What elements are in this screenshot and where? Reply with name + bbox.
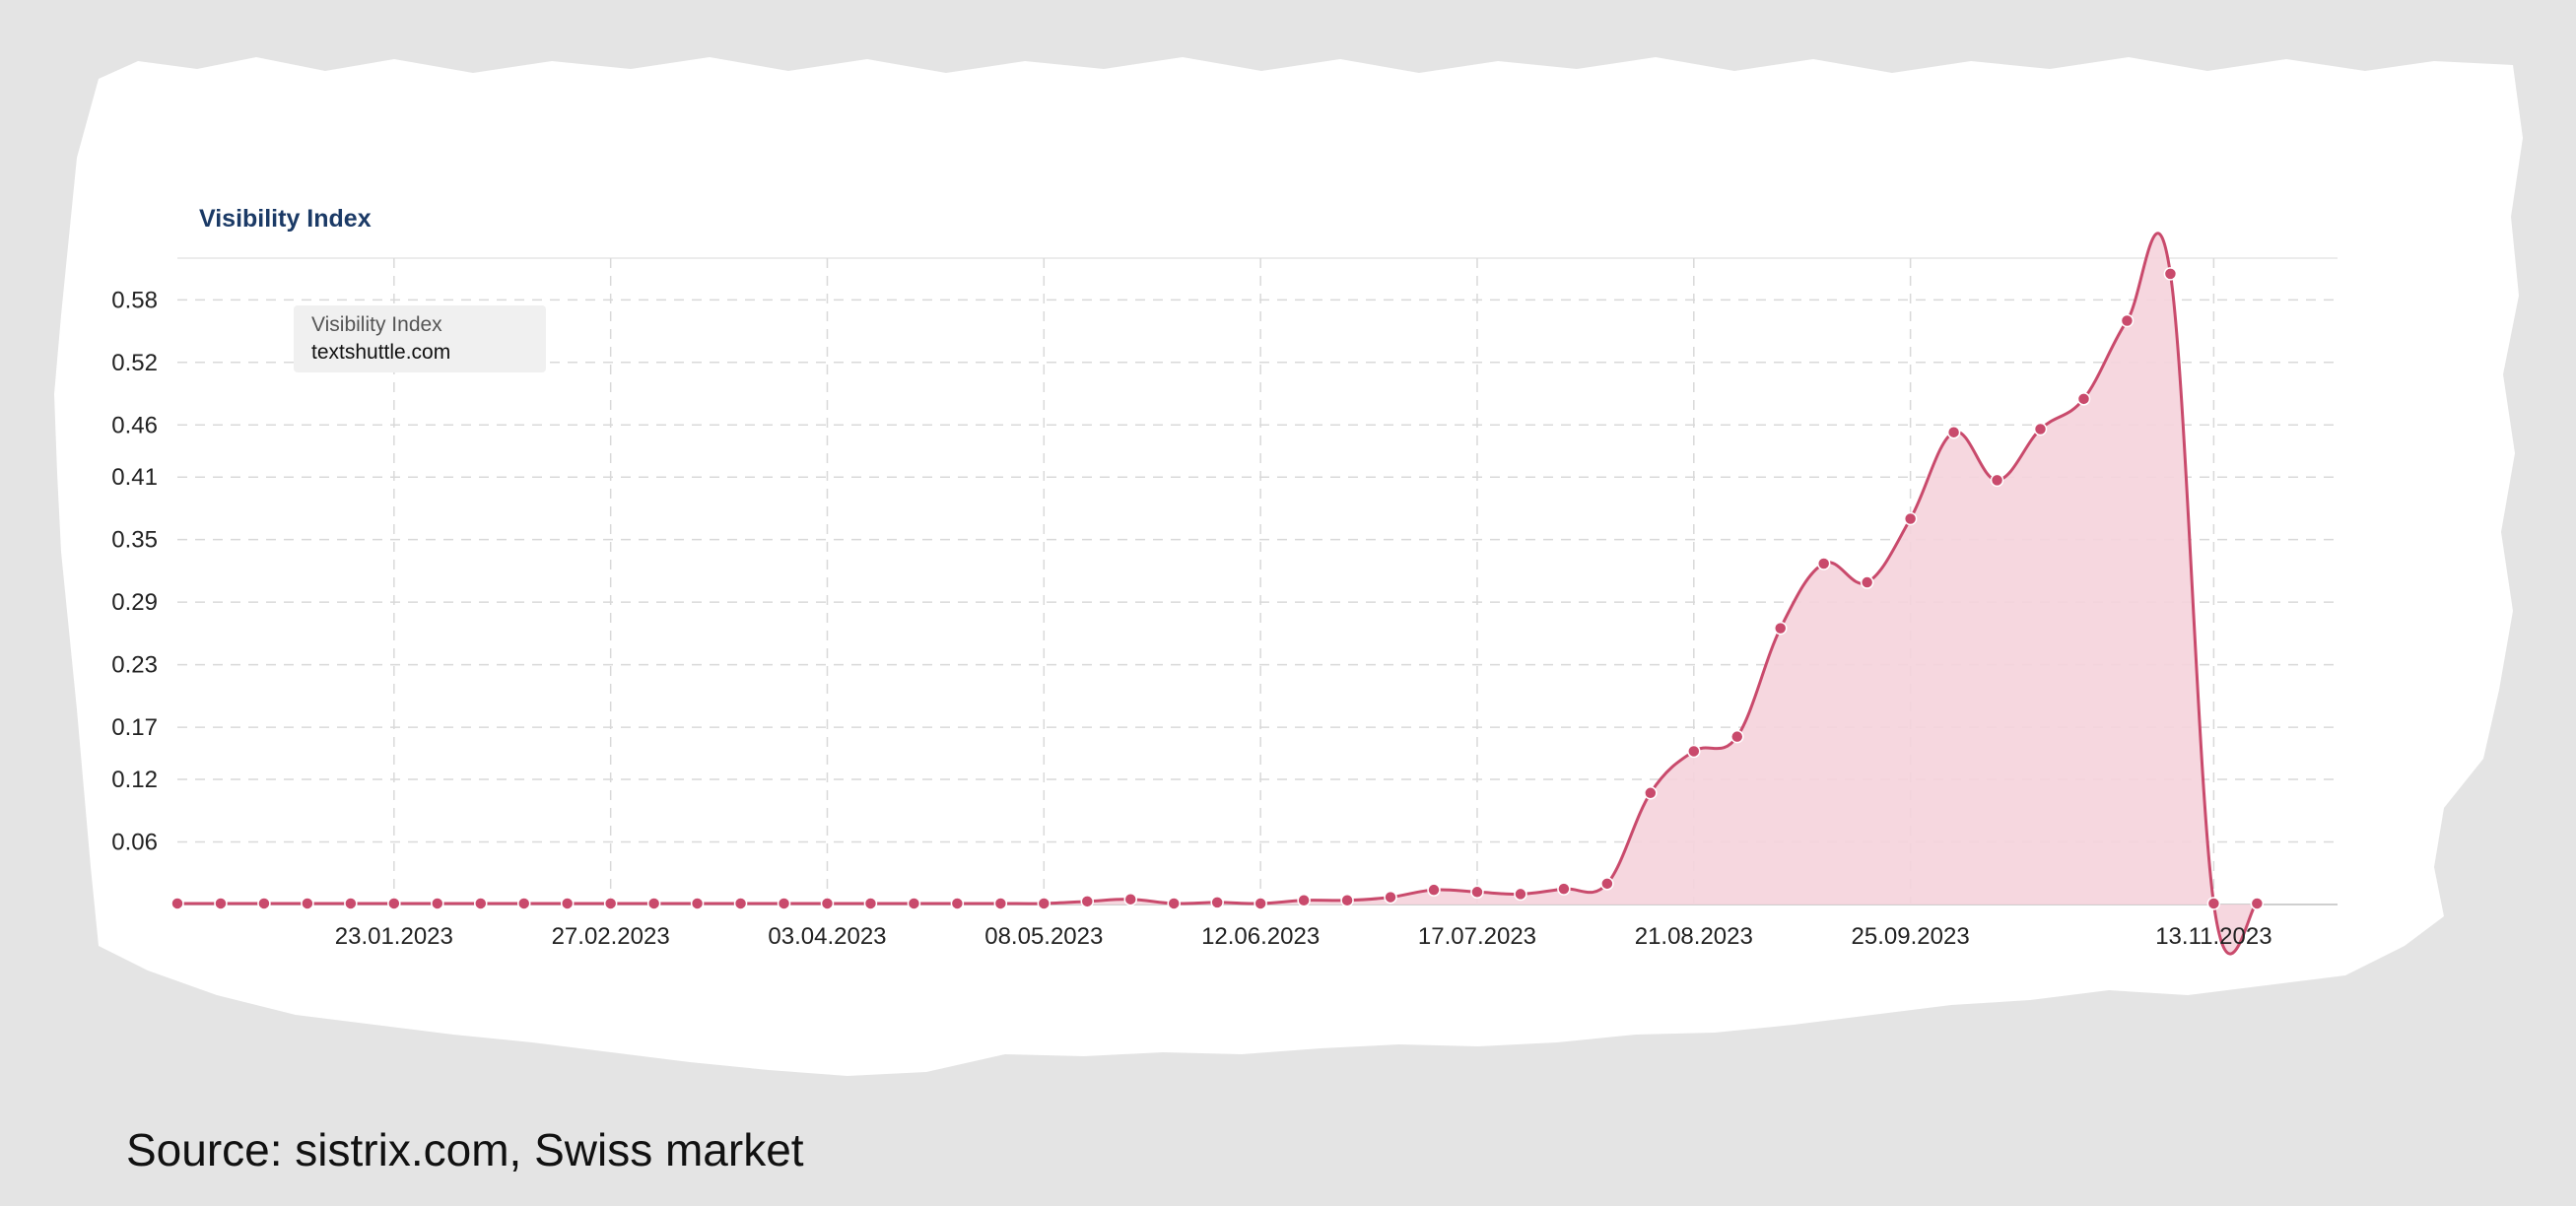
y-tick-label: 0.06	[111, 830, 158, 856]
data-point	[1470, 885, 1484, 900]
y-tick-label: 0.23	[111, 652, 158, 679]
y-axis-ticks: 0.06 0.12 0.17 0.23 0.29 0.35 0.41 0.46 0.52 0.58	[111, 287, 158, 855]
data-point	[1254, 897, 1267, 910]
data-point	[863, 897, 878, 910]
data-point	[1514, 887, 1527, 902]
legend-tooltip: Visibility Index textshuttle.com	[294, 305, 546, 372]
y-tick-label: 0.29	[111, 589, 158, 616]
data-point	[1946, 425, 1961, 439]
data-point	[1384, 890, 1397, 904]
data-point	[1123, 892, 1137, 906]
data-point	[733, 897, 748, 910]
data-point	[1687, 744, 1701, 759]
x-tick-label: 12.06.2023	[1201, 923, 1320, 950]
data-point	[170, 897, 184, 910]
data-point	[516, 897, 531, 910]
data-point	[950, 897, 965, 910]
data-point	[907, 897, 921, 910]
y-tick-label: 0.41	[111, 464, 158, 491]
x-tick-label: 13.11.2023	[2155, 923, 2271, 950]
source-note: Source: sistrix.com, Swiss market	[126, 1124, 804, 1175]
data-point	[646, 897, 661, 910]
data-point	[214, 897, 228, 910]
data-point	[1037, 897, 1051, 910]
x-tick-label: 25.09.2023	[1852, 923, 1970, 950]
x-tick-label: 27.02.2023	[552, 923, 670, 950]
legend-title: Visibility Index	[311, 313, 442, 336]
x-tick-label: 03.04.2023	[768, 923, 886, 950]
data-point	[1990, 473, 2004, 488]
data-point	[1427, 883, 1441, 897]
data-point	[301, 897, 314, 910]
data-point	[1557, 882, 1571, 896]
legend-series-name: textshuttle.com	[311, 341, 451, 364]
y-tick-label: 0.35	[111, 527, 158, 554]
x-tick-label: 08.05.2023	[984, 923, 1103, 950]
data-point	[690, 897, 705, 910]
x-tick-label: 23.01.2023	[335, 923, 453, 950]
data-point	[820, 897, 835, 910]
data-point	[431, 897, 444, 910]
data-point	[1600, 877, 1614, 891]
y-tick-label: 0.46	[111, 412, 158, 438]
data-point	[257, 897, 271, 910]
data-point	[2206, 897, 2221, 910]
data-point	[2163, 267, 2178, 281]
data-point	[2120, 313, 2135, 328]
y-tick-label: 0.12	[111, 767, 158, 793]
data-point	[1773, 621, 1788, 636]
data-point	[560, 897, 575, 910]
y-tick-label: 0.17	[111, 714, 158, 741]
x-tick-label: 21.08.2023	[1635, 923, 1753, 950]
series-area	[177, 233, 2258, 955]
data-point	[1903, 511, 1918, 526]
data-points	[170, 267, 2265, 910]
data-point	[603, 897, 618, 910]
data-point	[2033, 422, 2048, 436]
data-point	[1167, 897, 1181, 910]
data-point	[387, 897, 401, 910]
y-tick-label: 0.58	[111, 287, 158, 313]
data-point	[344, 897, 358, 910]
data-point	[1210, 896, 1224, 909]
x-axis-ticks: 23.01.2023 27.02.2023 03.04.2023 08.05.2023…	[335, 923, 2272, 950]
x-tick-label: 17.07.2023	[1418, 923, 1536, 950]
data-point	[1860, 575, 1874, 589]
data-point	[777, 897, 791, 910]
data-point	[474, 897, 488, 910]
y-tick-label: 0.52	[111, 350, 158, 376]
data-point	[993, 897, 1008, 910]
chart-title: Visibility Index	[199, 205, 372, 233]
data-point	[2076, 392, 2091, 406]
data-point	[1340, 894, 1354, 907]
data-point	[1080, 895, 1095, 908]
data-point	[1297, 894, 1311, 907]
data-point	[1730, 729, 1744, 744]
data-point	[2250, 897, 2265, 910]
data-point	[1816, 557, 1831, 570]
data-point	[1644, 786, 1658, 800]
